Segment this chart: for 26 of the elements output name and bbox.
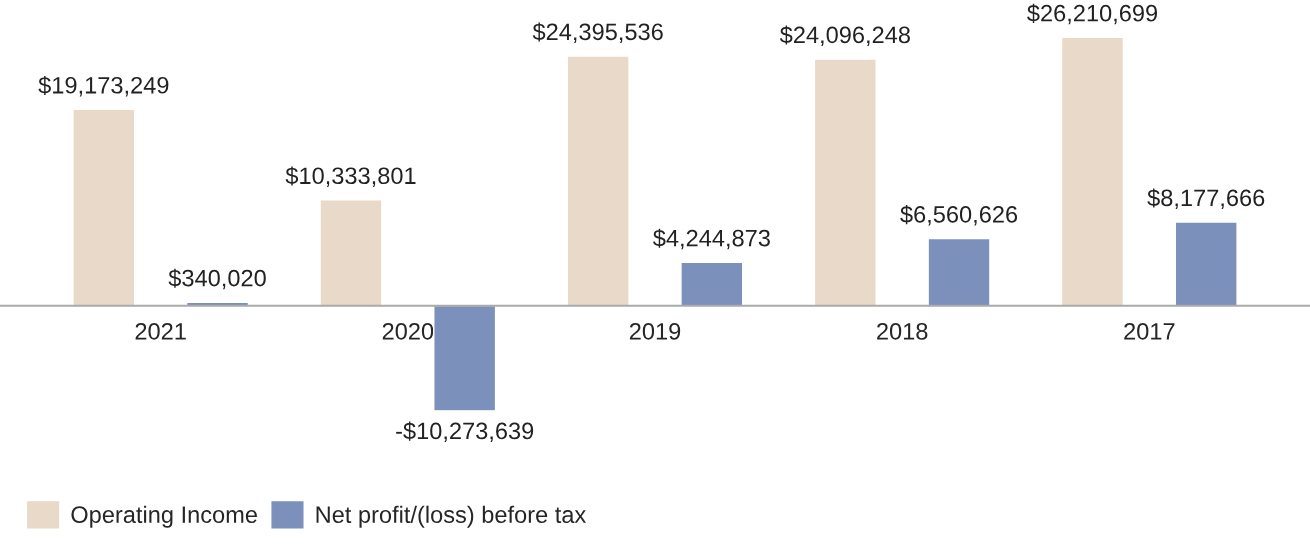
x-tick-label: 2017 xyxy=(1124,322,1175,340)
bar xyxy=(1060,36,1125,307)
bar xyxy=(927,237,991,307)
data-label: $10,333,801 xyxy=(285,166,416,187)
bar xyxy=(813,58,877,307)
data-label: $6,560,626 xyxy=(900,205,1018,226)
data-label: $24,395,536 xyxy=(532,22,663,43)
x-tick-label: 2018 xyxy=(877,322,928,340)
data-label: $8,177,666 xyxy=(1147,188,1265,209)
bar xyxy=(72,108,136,307)
x-tick-label: 2020 xyxy=(382,322,434,340)
data-label: $26,210,699 xyxy=(1027,3,1158,25)
data-label: $340,020 xyxy=(168,268,266,290)
bar xyxy=(433,304,497,412)
bar xyxy=(319,199,383,307)
data-label: $19,173,249 xyxy=(38,75,169,97)
bar xyxy=(566,55,630,307)
data-label: -$10,273,639 xyxy=(396,421,534,443)
legend-label: Net profit/(loss) before tax xyxy=(316,505,587,528)
data-label: $24,096,248 xyxy=(779,25,910,47)
x-tick-label: 2019 xyxy=(629,322,681,340)
bar xyxy=(1174,221,1238,307)
x-tick-label: 2021 xyxy=(135,322,186,340)
legend-label: Operating Income xyxy=(71,505,257,528)
data-label: $4,244,873 xyxy=(653,228,770,250)
bar xyxy=(680,261,744,307)
